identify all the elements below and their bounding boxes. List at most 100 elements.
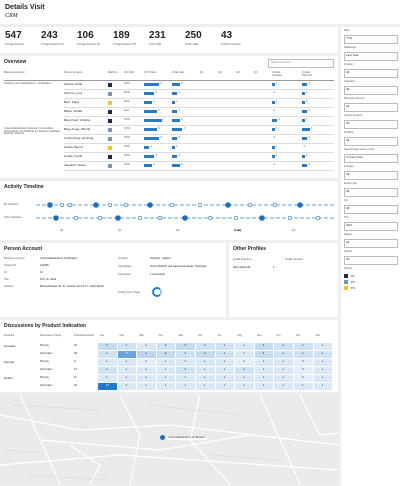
priority: Secondary [40, 351, 53, 355]
filter-dropdown[interactable] [344, 137, 398, 146]
priority-marker [108, 82, 112, 87]
activity-dot[interactable] [47, 202, 53, 208]
activity-dot[interactable] [107, 202, 113, 208]
filter-dropdown[interactable] [344, 222, 398, 231]
filter-label: Email Type [344, 182, 357, 185]
filter-dropdown[interactable] [344, 154, 398, 163]
cell-value: 0 [145, 360, 147, 363]
priority-marker [108, 118, 112, 123]
bar-label: 1 [176, 144, 178, 148]
filter-dropdown[interactable] [344, 188, 398, 197]
activity-dot[interactable] [259, 215, 265, 221]
heat-cell [313, 359, 333, 366]
activity-dot[interactable] [297, 202, 303, 208]
heat-cell [156, 359, 176, 366]
filter-value: All [346, 240, 350, 244]
filter-dropdown[interactable] [344, 69, 398, 78]
heat-cell [215, 375, 235, 382]
activity-dot[interactable] [59, 202, 65, 208]
activity-dot[interactable] [115, 215, 121, 221]
column-header: Discussion Priority [40, 334, 62, 337]
activity-dot[interactable] [272, 202, 278, 208]
filter-dropdown[interactable] [344, 52, 398, 61]
timeline-row-label: Other Activities [4, 215, 22, 219]
activity-dot[interactable] [225, 202, 231, 208]
column-header: Jan [100, 334, 105, 337]
bar-label: 2 [178, 135, 180, 139]
filter-dropdown[interactable] [344, 205, 398, 214]
activity-dot[interactable] [93, 202, 99, 208]
today-label: Today [234, 229, 242, 232]
business-account: Universitätsklinikum Rostock / Universit… [4, 127, 60, 136]
activity-dot[interactable] [137, 215, 143, 221]
cell-value: 1 [204, 384, 206, 387]
cell-value: 1 [262, 384, 265, 387]
cell-value: 19 [106, 384, 109, 387]
heat-cell [196, 351, 215, 358]
cell-value: 1 [262, 360, 265, 363]
legend-label: P1 [351, 273, 355, 278]
activity-dot[interactable] [197, 202, 203, 208]
heat-cell [254, 359, 274, 366]
column-header: Oct [276, 334, 281, 337]
header-rule [4, 80, 334, 81]
bar [272, 155, 275, 158]
heat-cell [313, 367, 333, 374]
activity-dot[interactable] [147, 202, 153, 208]
cell-value: 1 [125, 368, 128, 371]
activity-dot[interactable] [157, 215, 163, 221]
activity-dot[interactable] [233, 215, 239, 221]
bar [172, 110, 177, 113]
activity-dot[interactable] [73, 215, 79, 221]
heat-cell [196, 359, 215, 366]
cell-value: 0 [302, 368, 304, 371]
axis-label: Q1 [60, 229, 64, 232]
activity-dot[interactable] [247, 202, 253, 208]
column-header: Jul [217, 334, 221, 337]
kpi-value: 243 [41, 30, 58, 41]
activity-dot[interactable] [315, 215, 321, 221]
search-box[interactable]: Search Person [268, 59, 334, 68]
filter-dropdown[interactable] [344, 120, 398, 129]
bar-label: 1 [276, 153, 278, 157]
zim-status: OPN [124, 136, 130, 139]
zim-status: OPN [124, 118, 130, 121]
heat-cell [156, 343, 176, 350]
heat-cell [117, 367, 137, 374]
activity-dot[interactable] [123, 202, 129, 208]
field-label: Specialities [118, 265, 132, 268]
filter-value: All [346, 206, 350, 210]
cell-value: 1 [184, 384, 186, 387]
heat-cell [313, 351, 333, 358]
activity-dot[interactable] [169, 202, 175, 208]
filter-dropdown[interactable] [344, 86, 398, 95]
heat-cell [176, 351, 195, 358]
column-header: Profile Quantum [233, 258, 252, 261]
field-value: Universitätsklinikum Großhadern [40, 257, 78, 260]
heat-cell [274, 351, 293, 358]
activity-dot[interactable] [287, 215, 293, 221]
heat-cell [313, 383, 333, 390]
filter-dropdown[interactable] [344, 171, 398, 180]
legend-swatch [344, 286, 348, 290]
activity-dot[interactable] [53, 215, 59, 221]
heat-cell [215, 351, 235, 358]
filter-dropdown[interactable] [344, 35, 398, 44]
activity-dot[interactable] [67, 202, 73, 208]
bar-label: 3 [311, 126, 313, 130]
cell-value: 1 [145, 368, 147, 371]
activity-dot[interactable] [97, 215, 103, 221]
bar [302, 155, 305, 158]
cell-value: 1 [184, 360, 186, 363]
filter-dropdown[interactable] [344, 239, 398, 248]
activity-dot[interactable] [182, 215, 188, 221]
filter-dropdown[interactable] [344, 103, 398, 112]
bar-label: 0 [273, 90, 275, 94]
activity-dot[interactable] [207, 215, 213, 221]
bar [144, 137, 159, 140]
priority-marker [108, 145, 112, 150]
filter-dropdown[interactable] [344, 256, 398, 265]
heat-cell [156, 375, 176, 382]
bar-label: 0 [273, 135, 275, 139]
